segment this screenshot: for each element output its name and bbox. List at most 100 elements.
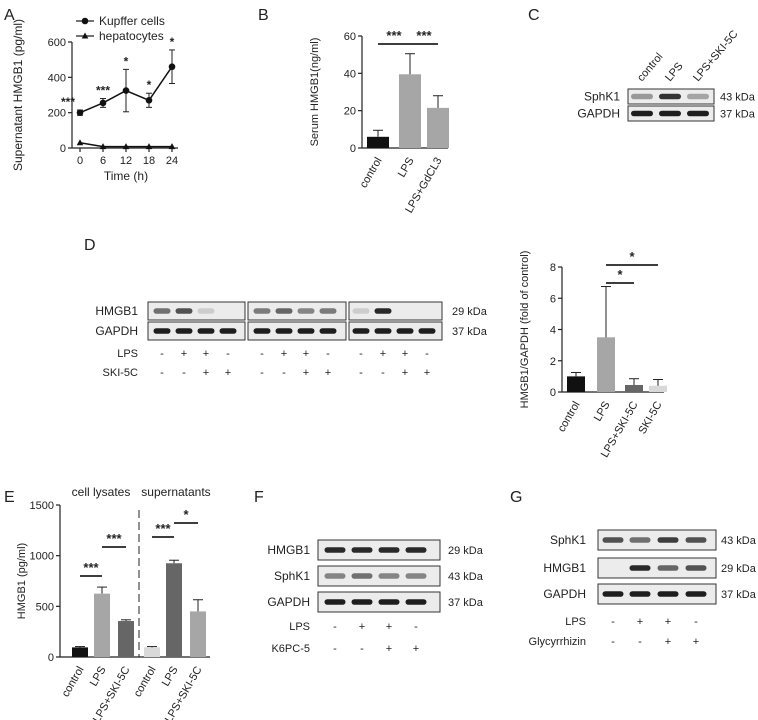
treatment-label: LPS [117, 348, 138, 360]
blot-band [378, 547, 400, 553]
blot-band [685, 565, 707, 571]
blot-frame [597, 529, 717, 551]
treatment-sign: - [260, 348, 264, 360]
blot-band [378, 573, 400, 579]
bar [94, 593, 110, 657]
data-point [145, 97, 153, 104]
x-tick-label: 6 [100, 155, 106, 167]
blot-frame [247, 301, 347, 321]
bar [166, 563, 182, 657]
treatment-sign: - [638, 636, 642, 648]
blot-band [351, 573, 373, 579]
y-axis-label: Supernatant HMGB1 (pg/ml) [11, 19, 25, 171]
blot-band [324, 599, 346, 605]
treatment-sign: + [637, 616, 643, 628]
significance-label: * [124, 54, 129, 68]
blot-band [378, 599, 400, 605]
treatment-sign: + [380, 348, 386, 360]
chart-d-hmgb1-gapdh-quant: 0 2 4 6 8 HMGB1/GAPDH (fold of control) contro… [519, 249, 667, 460]
treatment-sign: - [326, 348, 330, 360]
blot-band [602, 591, 624, 597]
blot-band [657, 565, 679, 571]
y-tick-label: 40 [344, 68, 356, 80]
blot-band [602, 537, 624, 543]
significance-label: *** [96, 84, 110, 98]
blot-band [175, 328, 193, 334]
blot-size-label: 37 kDa [721, 589, 757, 601]
bar [649, 385, 667, 392]
significance-label: *** [61, 95, 75, 109]
x-tick-label: 0 [77, 155, 83, 167]
blot-band [352, 308, 370, 314]
blot-band [297, 328, 315, 334]
treatment-sign: - [182, 367, 186, 379]
significance-label: * [170, 35, 175, 49]
x-tick-label: 24 [166, 155, 178, 167]
blot-size-label: 37 kDa [452, 326, 488, 338]
blot-band [319, 308, 337, 314]
y-tick-label: 200 [48, 108, 66, 120]
treatment-sign: - [160, 348, 164, 360]
treatment-sign: + [424, 367, 430, 379]
panel-letter-d: D [84, 237, 96, 254]
blot-band [629, 591, 651, 597]
treatment-sign: + [693, 636, 699, 648]
treatment-sign: - [282, 367, 286, 379]
data-point [122, 143, 130, 150]
bar [190, 611, 206, 657]
lane-label: control [635, 51, 665, 84]
y-tick-label: 1500 [30, 500, 54, 512]
panel-letter-a: A [4, 7, 15, 24]
blot-row-label: SphK1 [550, 533, 586, 547]
legend-marker [81, 17, 89, 25]
treatment-sign: + [386, 643, 392, 655]
blot-row-label: HMGB1 [95, 304, 138, 318]
significance-label: *** [106, 531, 122, 546]
panel-letter-c: C [528, 7, 540, 24]
blot-band [253, 308, 271, 314]
blot-band [275, 308, 293, 314]
blot-band [374, 328, 392, 334]
treatment-label: SKI-5C [103, 367, 139, 379]
blot-band [197, 328, 215, 334]
blot-f-k6pc5: HMGB1 29 kDa SphK1 43 kDa GAPDH 37 kDa LPS - + + -… [267, 539, 484, 655]
blot-band [405, 573, 427, 579]
bar [567, 376, 585, 392]
blot-band [324, 573, 346, 579]
y-tick-label: 6 [550, 293, 556, 305]
treatment-label: LPS [289, 621, 310, 633]
data-point [145, 143, 153, 150]
data-point [168, 143, 176, 150]
x-tick-label: SKI-5C [636, 399, 664, 436]
blot-frame [147, 301, 246, 321]
blot-band [687, 93, 709, 100]
significance-label: * [629, 249, 635, 264]
significance-label: * [183, 507, 189, 522]
blot-band [685, 537, 707, 543]
treatment-sign: - [226, 348, 230, 360]
bar [144, 647, 160, 657]
blot-size-label: 43 kDa [720, 92, 756, 104]
blot-size-label: 37 kDa [720, 109, 756, 121]
blot-band [631, 110, 653, 117]
blot-row-label: HMGB1 [543, 561, 586, 575]
treatment-sign: - [611, 616, 615, 628]
treatment-sign: + [665, 636, 671, 648]
bar [625, 384, 643, 392]
treatment-sign: + [402, 367, 408, 379]
y-tick-label: 60 [344, 31, 356, 43]
blot-band [219, 328, 237, 334]
blot-frame [348, 301, 443, 321]
blot-band [175, 308, 193, 314]
bar [597, 337, 615, 392]
treatment-sign: + [203, 348, 209, 360]
blot-frame [247, 321, 347, 341]
bar [367, 136, 389, 148]
blot-g-glycyrrhizin: SphK1 43 kDa HMGB1 29 kDa GAPDH 37 kDa LPS - + + -… [529, 529, 757, 648]
treatment-sign: - [694, 616, 698, 628]
data-point [99, 143, 107, 150]
group-label: cell lysates [72, 485, 131, 499]
y-tick-label: 2 [550, 356, 556, 368]
